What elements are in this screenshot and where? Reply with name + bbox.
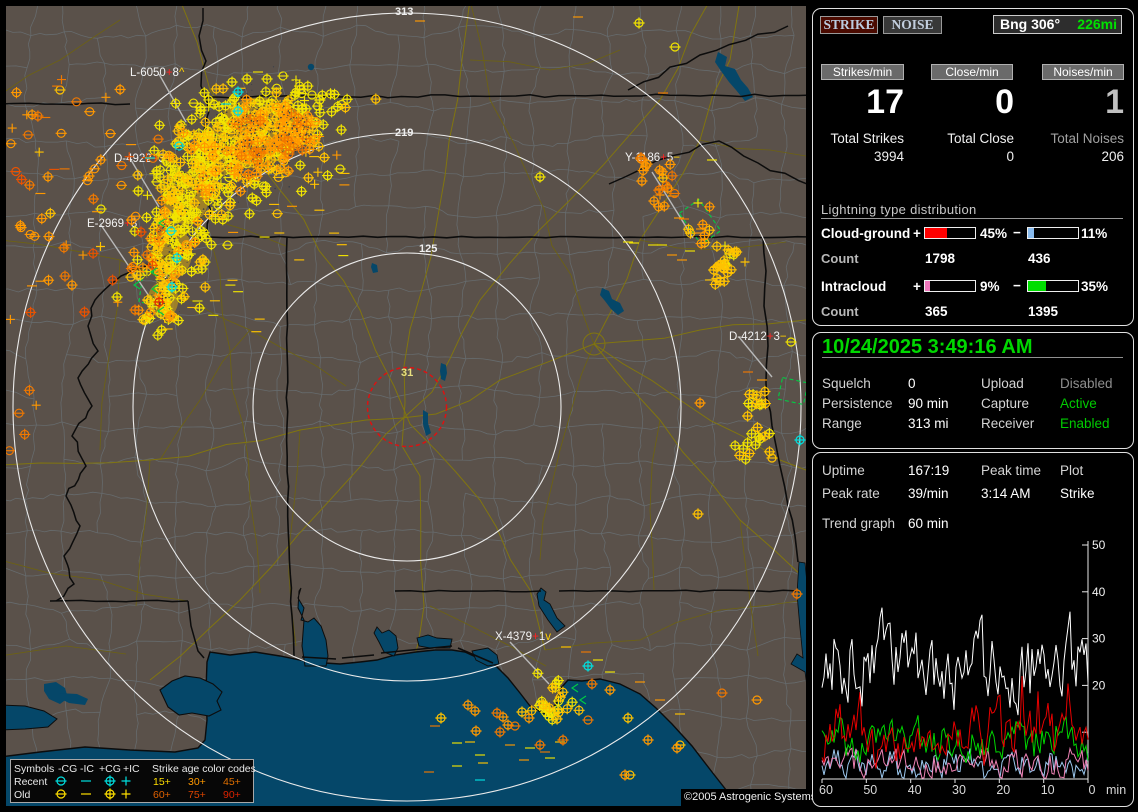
svg-text:313: 313 (395, 6, 413, 18)
svg-text:60: 60 (819, 783, 833, 797)
svg-text:D-4212+3−: D-4212+3− (729, 331, 787, 343)
svg-text:Strike age color codes: Strike age color codes (152, 763, 255, 775)
svg-text:Old: Old (14, 789, 31, 801)
svg-text:L-6050+8^: L-6050+8^ (130, 67, 185, 79)
svg-text:30: 30 (1092, 632, 1106, 646)
svg-text:90+: 90+ (223, 789, 241, 801)
svg-text:Recent: Recent (14, 776, 47, 788)
svg-text:125: 125 (419, 243, 437, 255)
svg-text:40: 40 (1092, 585, 1106, 599)
svg-text:E-2969+3: E-2969+3 (87, 218, 137, 230)
svg-text:45+: 45+ (223, 776, 241, 788)
svg-text:20: 20 (996, 783, 1010, 797)
svg-text:Y-1186+5−: Y-1186+5− (625, 152, 680, 164)
svg-text:60+: 60+ (153, 789, 171, 801)
svg-text:0: 0 (1089, 783, 1096, 797)
svg-text:40: 40 (908, 783, 922, 797)
svg-text:30: 30 (952, 783, 966, 797)
svg-text:X-4379+1v: X-4379+1v (495, 631, 551, 643)
svg-text:75+: 75+ (188, 789, 206, 801)
svg-text:-CG: -CG (58, 763, 77, 775)
svg-text:+IC: +IC (123, 763, 140, 775)
svg-text:20: 20 (1092, 678, 1106, 692)
svg-text:50: 50 (863, 783, 877, 797)
svg-text:+CG: +CG (99, 763, 121, 775)
svg-text:50: 50 (1092, 538, 1106, 552)
svg-text:15+: 15+ (153, 776, 171, 788)
svg-text:31: 31 (401, 367, 413, 379)
svg-text:30+: 30+ (188, 776, 206, 788)
svg-text:10: 10 (1041, 783, 1055, 797)
svg-text:-IC: -IC (80, 763, 94, 775)
svg-text:219: 219 (395, 127, 413, 139)
svg-text:min: min (1106, 783, 1126, 797)
svg-text:Symbols: Symbols (14, 763, 54, 775)
